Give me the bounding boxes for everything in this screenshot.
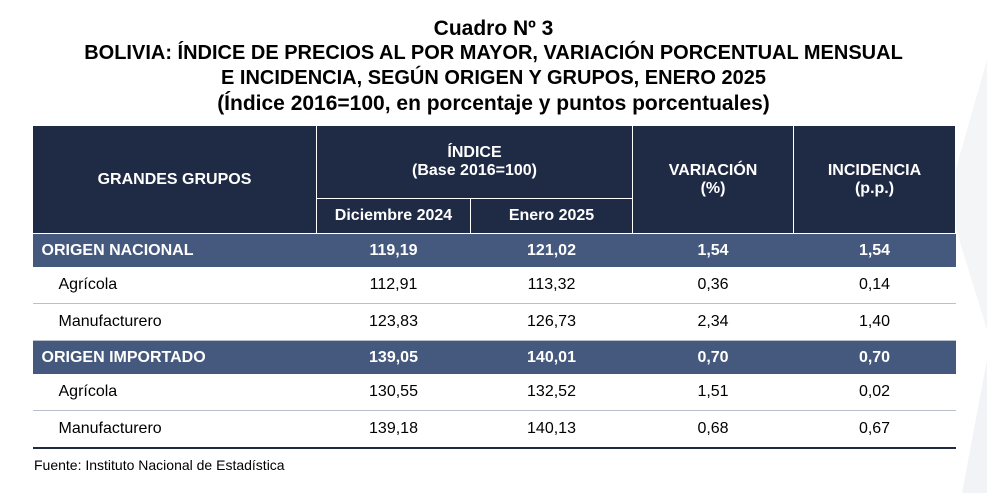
- table-caption: Cuadro Nº 3 BOLIVIA: ÍNDICE DE PRECIOS A…: [0, 16, 987, 116]
- header-variacion: VARIACIÓN (%): [632, 125, 795, 234]
- cell-enero: 140,01: [470, 340, 633, 374]
- cell-enero: 140,13: [470, 410, 633, 449]
- cell-incidencia: 1,54: [793, 233, 956, 267]
- header-variacion-unit: (%): [700, 179, 726, 197]
- cell-incidencia: 0,14: [793, 267, 956, 304]
- table-title-line1: BOLIVIA: ÍNDICE DE PRECIOS AL POR MAYOR,…: [84, 42, 903, 64]
- cell-incidencia: 0,67: [793, 410, 956, 449]
- table-row-importado-manufacturero: Manufacturero 139,18 140,13 0,68 0,67: [32, 410, 956, 449]
- cell-diciembre: 139,18: [316, 410, 471, 449]
- table-title-line2: E INCIDENCIA, SEGÚN ORIGEN Y GRUPOS, ENE…: [221, 67, 766, 89]
- row-label: Manufacturero: [32, 303, 317, 341]
- source-note: Fuente: Instituto Nacional de Estadístic…: [34, 457, 285, 473]
- cell-incidencia: 0,70: [793, 340, 956, 374]
- header-incidencia: INCIDENCIA (p.p.): [793, 125, 957, 234]
- cell-diciembre: 123,83: [316, 303, 471, 341]
- row-label: ORIGEN NACIONAL: [32, 233, 317, 267]
- cell-diciembre: 119,19: [316, 233, 471, 267]
- cell-variacion: 1,51: [632, 374, 794, 411]
- header-grandes-grupos: GRANDES GRUPOS: [32, 125, 317, 234]
- table-row-origen-importado: ORIGEN IMPORTADO 139,05 140,01 0,70 0,70: [32, 340, 956, 374]
- cell-enero: 132,52: [470, 374, 633, 411]
- cell-enero: 121,02: [470, 233, 633, 267]
- cell-variacion: 0,68: [632, 410, 794, 449]
- cell-enero: 126,73: [470, 303, 633, 341]
- cell-diciembre: 139,05: [316, 340, 471, 374]
- header-enero-2025: Enero 2025: [469, 198, 634, 234]
- cell-variacion: 0,70: [632, 340, 794, 374]
- cell-incidencia: 0,02: [793, 374, 956, 411]
- cell-variacion: 0,36: [632, 267, 794, 304]
- cell-variacion: 1,54: [632, 233, 794, 267]
- row-label: Manufacturero: [32, 410, 317, 449]
- header-indice-label: ÍNDICE: [447, 144, 502, 161]
- table-row-nacional-agricola: Agrícola 112,91 113,32 0,36 0,14: [32, 267, 956, 304]
- cell-enero: 113,32: [470, 267, 633, 304]
- header-diciembre-2024: Diciembre 2024: [316, 198, 471, 234]
- table-row-origen-nacional: ORIGEN NACIONAL 119,19 121,02 1,54 1,54: [32, 233, 956, 267]
- row-label: ORIGEN IMPORTADO: [32, 340, 317, 374]
- header-incidencia-unit: (p.p.): [854, 179, 895, 197]
- price-index-table: GRANDES GRUPOS ÍNDICE (Base 2016=100) VA…: [32, 125, 957, 449]
- row-label: Agrícola: [32, 374, 317, 411]
- header-indice: ÍNDICE (Base 2016=100): [315, 125, 634, 199]
- table-number: Cuadro Nº 3: [433, 17, 554, 40]
- table-subtitle: (Índice 2016=100, en porcentaje y puntos…: [217, 92, 770, 115]
- background-decoration: [947, 60, 987, 493]
- cell-variacion: 2,34: [632, 303, 794, 341]
- header-indice-base: (Base 2016=100): [412, 162, 537, 179]
- table-row-importado-agricola: Agrícola 130,55 132,52 1,51 0,02: [32, 374, 956, 411]
- row-label: Agrícola: [32, 267, 317, 304]
- cell-incidencia: 1,40: [793, 303, 956, 341]
- table-row-nacional-manufacturero: Manufacturero 123,83 126,73 2,34 1,40: [32, 303, 956, 341]
- header-incidencia-label: INCIDENCIA: [827, 161, 922, 179]
- cell-diciembre: 112,91: [316, 267, 471, 304]
- header-variacion-label: VARIACIÓN: [668, 161, 758, 179]
- cell-diciembre: 130,55: [316, 374, 471, 411]
